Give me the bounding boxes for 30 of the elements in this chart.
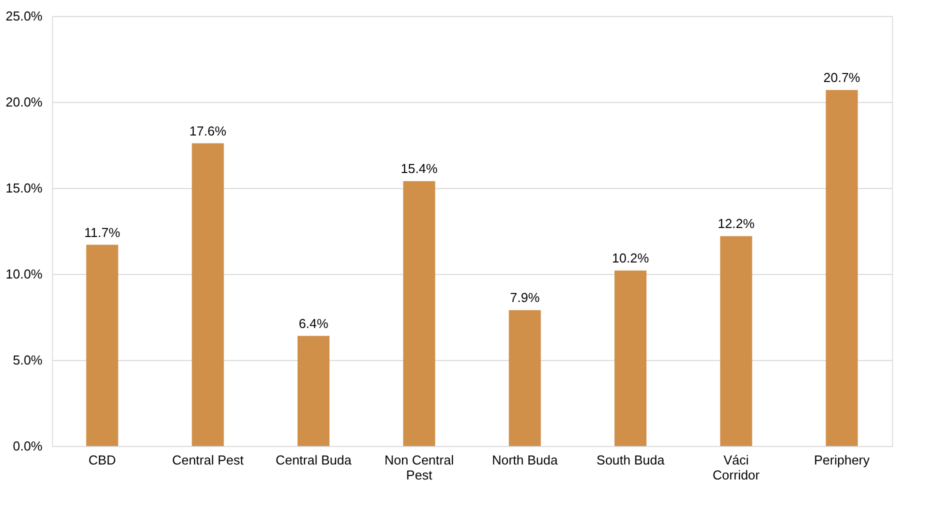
x-tick-label: Central Pest xyxy=(172,452,244,468)
x-tick-label: Periphery xyxy=(814,452,870,468)
data-label: 11.7% xyxy=(84,224,121,240)
bar xyxy=(403,181,436,446)
y-tick-label: 20.0% xyxy=(6,94,43,110)
x-tick-label: South Buda xyxy=(596,452,666,468)
data-label: 17.6% xyxy=(189,123,227,138)
x-tick-label: Non Central Pest xyxy=(384,452,454,482)
bar xyxy=(614,270,646,446)
x-tick-label: North Buda xyxy=(492,452,558,468)
x-tick-label: Váci Corridor xyxy=(712,452,760,482)
y-tick-label: 10.0% xyxy=(6,266,43,282)
bar xyxy=(86,244,118,446)
data-label: 6.4% xyxy=(298,316,329,331)
bar xyxy=(826,90,858,446)
y-tick-label: 5.0% xyxy=(12,352,43,368)
data-label: 20.7% xyxy=(823,70,861,85)
y-tick-label: 0.0% xyxy=(12,438,43,454)
y-tick-label: 25.0% xyxy=(6,8,43,24)
bar xyxy=(298,336,330,446)
bar xyxy=(192,143,224,446)
data-label: 7.9% xyxy=(510,290,540,306)
data-label: 12.2% xyxy=(718,216,756,232)
x-tick-label: Central Buda xyxy=(276,452,352,468)
data-label: 10.2% xyxy=(612,250,650,266)
bar xyxy=(508,310,541,446)
bar xyxy=(720,236,752,446)
y-tick-label: 15.0% xyxy=(6,180,43,196)
x-tick-label: CBD xyxy=(88,452,116,468)
data-label: 15.4% xyxy=(400,161,438,176)
